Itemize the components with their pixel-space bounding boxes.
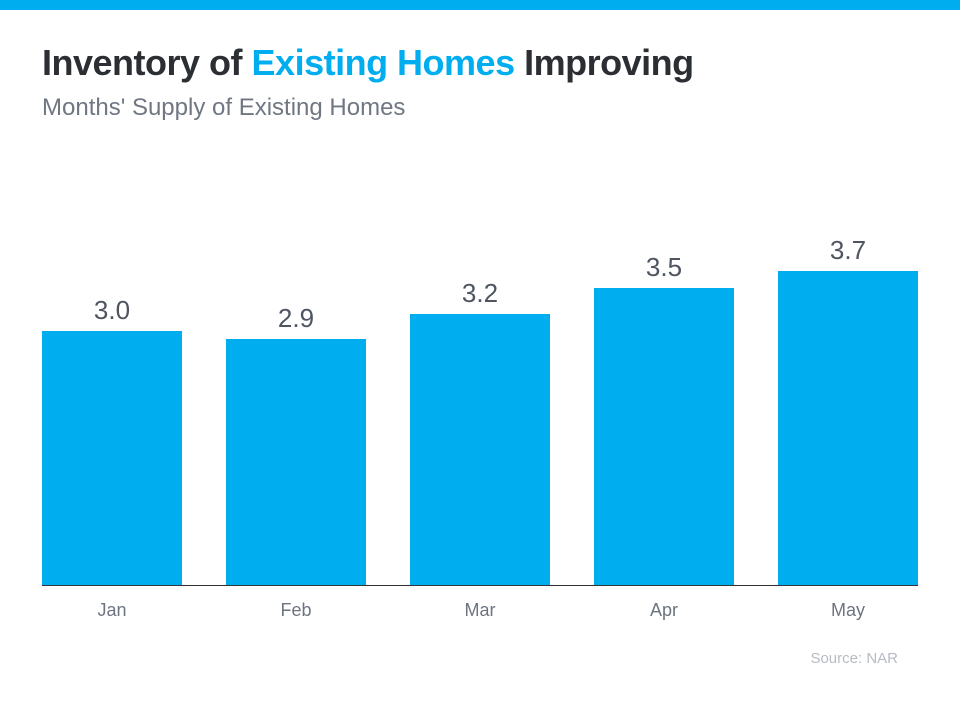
x-axis-label: Mar — [410, 600, 550, 621]
bar-value-label: 3.2 — [410, 278, 550, 309]
x-axis-label: May — [778, 600, 918, 621]
bar-chart: 3.0 2.9 3.2 3.5 3.7 Jan Feb Mar Apr May — [42, 196, 918, 624]
page-subtitle: Months' Supply of Existing Homes — [42, 94, 918, 122]
chart-x-axis: Jan Feb Mar Apr May — [42, 600, 918, 624]
bar-value-label: 3.5 — [594, 252, 734, 283]
bar-value-label: 3.0 — [42, 295, 182, 326]
source-attribution: Source: NAR — [42, 650, 918, 667]
title-post: Improving — [515, 42, 694, 83]
title-pre: Inventory of — [42, 42, 252, 83]
x-axis-label: Feb — [226, 600, 366, 621]
accent-top-bar — [0, 0, 960, 10]
x-axis-label: Jan — [42, 600, 182, 621]
chart-bar: 2.9 — [226, 339, 366, 585]
bar-value-label: 2.9 — [226, 303, 366, 334]
chart-bar: 3.2 — [410, 314, 550, 585]
chart-plot-area: 3.0 2.9 3.2 3.5 3.7 — [42, 196, 918, 586]
page-title: Inventory of Existing Homes Improving — [42, 42, 918, 84]
bar-value-label: 3.7 — [778, 235, 918, 266]
chart-bar: 3.0 — [42, 331, 182, 585]
x-axis-label: Apr — [594, 600, 734, 621]
page-content: Inventory of Existing Homes Improving Mo… — [0, 10, 960, 667]
chart-bar: 3.5 — [594, 288, 734, 585]
chart-bar: 3.7 — [778, 271, 918, 585]
title-accent: Existing Homes — [252, 42, 515, 83]
